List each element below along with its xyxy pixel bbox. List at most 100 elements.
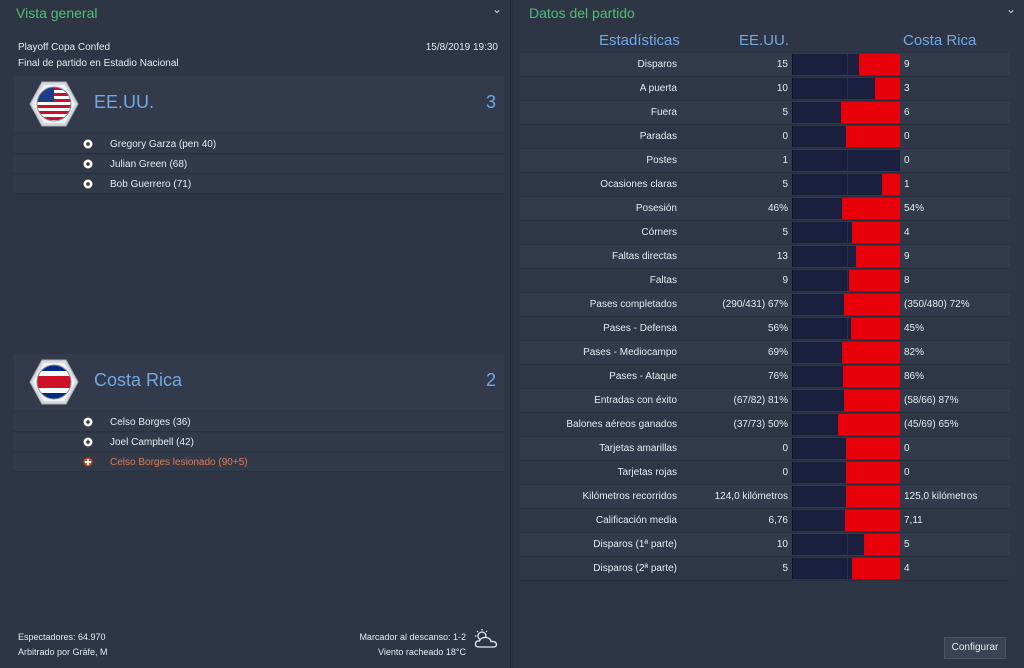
stats-table: Disparos 15 9 A puerta 10 3 Fuera 5 6 Paradas 0 0 Po… (520, 53, 1010, 581)
stat-away-bar-fill (852, 558, 900, 579)
home-team-score: 3 (485, 92, 496, 112)
stat-label: Pases completados (589, 299, 677, 310)
stat-home-value: 5 (782, 107, 788, 118)
stat-away-bar-fill (838, 414, 900, 435)
chevron-down-icon[interactable]: ⌄ (1005, 2, 1016, 16)
stat-away-value: (350/480) 72% (904, 299, 970, 310)
table-row: Tarjetas rojas 0 0 (520, 461, 1010, 485)
stat-home-value: 13 (776, 251, 788, 262)
event-text[interactable]: Julian Green (68) (110, 159, 188, 170)
stat-away-bar-fill (864, 534, 900, 555)
stat-home-value: 5 (782, 227, 788, 238)
stat-home-value: 15 (776, 59, 788, 70)
stat-comparison-bar (792, 174, 900, 195)
stat-home-value: (37/73) 50% (733, 419, 788, 430)
stats-header: Datos del partido ⌄ (513, 0, 1024, 26)
stat-comparison-bar (792, 102, 900, 123)
away-team-name[interactable]: Costa Rica (94, 370, 183, 390)
stat-comparison-bar (792, 462, 900, 483)
table-row: Tarjetas amarillas 0 0 (520, 437, 1010, 461)
injury-icon (83, 457, 93, 467)
table-row: Balones aéreos ganados (37/73) 50% (45/69)… (520, 413, 1010, 437)
stat-comparison-bar (792, 294, 900, 315)
referee: Arbitrado por Gräfe, M (18, 647, 108, 657)
overview-panel: Vista general ⌄ Playoff Copa Confed Fina… (0, 0, 511, 668)
stat-away-value: 125,0 kilómetros (904, 491, 978, 502)
stat-away-value: 0 (904, 155, 910, 166)
chevron-down-icon[interactable]: ⌄ (491, 2, 502, 16)
stat-home-value: 9 (782, 275, 788, 286)
table-row: Kilómetros recorridos 124,0 kilómetros 125… (520, 485, 1010, 509)
home-team-row[interactable]: EE.UU. 3 (14, 76, 504, 132)
event-text[interactable]: Celso Borges (36) (110, 417, 191, 428)
stat-home-value: 6,76 (768, 515, 788, 526)
bar-midline (847, 270, 848, 291)
football-icon (83, 179, 93, 189)
away-team-row[interactable]: Costa Rica 2 (14, 354, 504, 410)
halftime-score: Marcador al descanso: 1-2 (359, 632, 466, 642)
bar-midline (847, 78, 848, 99)
event-text[interactable]: Joel Campbell (42) (110, 437, 194, 448)
home-team-name[interactable]: EE.UU. (94, 92, 155, 112)
stat-home-value: (67/82) 81% (733, 395, 788, 406)
stat-away-value: 82% (904, 347, 925, 358)
stat-home-value: 10 (776, 83, 788, 94)
stat-home-value: 5 (782, 563, 788, 574)
stat-away-bar-fill (846, 486, 900, 507)
stat-away-value: 4 (904, 563, 910, 574)
stat-home-value: 5 (782, 179, 788, 190)
stat-label: Balones aéreos ganados (566, 419, 677, 430)
list-item: Celso Borges lesionado (90+5) (14, 453, 504, 472)
match-venue: Final de partido en Estadio Nacional (18, 58, 179, 69)
usa-flag-badge-icon (29, 81, 79, 127)
stat-home-value: (290/431) 67% (722, 299, 788, 310)
stat-home-value: 56% (767, 323, 788, 334)
table-row: A puerta 10 3 (520, 77, 1010, 101)
event-text[interactable]: Celso Borges lesionado (90+5) (110, 457, 248, 468)
stat-label: Fuera (650, 107, 677, 118)
table-row: Pases - Ataque 76% 86% (520, 365, 1010, 389)
costa-rica-flag-badge-icon (29, 359, 79, 405)
event-text[interactable]: Gregory Garza (pen 40) (110, 139, 217, 150)
stats-column-headers: Estadísticas EE.UU. Costa Rica (513, 32, 1024, 50)
bar-midline (847, 318, 848, 339)
football-icon (83, 417, 93, 427)
match-stats-panel: Datos del partido ⌄ Estadísticas EE.UU. … (513, 0, 1024, 668)
stat-comparison-bar (792, 150, 900, 171)
stat-away-value: 1 (904, 179, 910, 190)
stat-comparison-bar (792, 390, 900, 411)
stat-away-value: 9 (904, 59, 910, 70)
stat-away-value: 4 (904, 227, 910, 238)
stats-title: Datos del partido (529, 5, 635, 21)
stat-comparison-bar (792, 486, 900, 507)
stat-home-value: 0 (782, 131, 788, 142)
football-icon (83, 159, 93, 169)
home-events-list: Gregory Garza (pen 40) Julian Green (68)… (14, 135, 504, 195)
stat-away-value: 54% (904, 203, 925, 214)
configure-button[interactable]: Configurar (944, 637, 1006, 659)
stat-home-value: 124,0 kilómetros (714, 491, 788, 502)
stat-comparison-bar (792, 222, 900, 243)
stat-label: Entradas con éxito (594, 395, 677, 406)
stat-away-value: 6 (904, 107, 910, 118)
stat-away-value: 8 (904, 275, 910, 286)
stat-away-value: 0 (904, 131, 910, 142)
overview-header: Vista general ⌄ (0, 0, 510, 26)
stat-comparison-bar (792, 438, 900, 459)
list-item: Joel Campbell (42) (14, 433, 504, 452)
table-row: Faltas directas 13 9 (520, 245, 1010, 269)
attendance: Espectadores: 64.970 (18, 632, 106, 642)
stat-away-bar-fill (846, 438, 900, 459)
stat-away-bar-fill (851, 318, 900, 339)
stat-away-bar-fill (842, 342, 900, 363)
stat-home-value: 1 (782, 155, 788, 166)
stat-away-value: (45/69) 65% (904, 419, 959, 430)
stat-comparison-bar (792, 54, 900, 75)
header-away-team[interactable]: Costa Rica (903, 32, 977, 49)
table-row: Postes 1 0 (520, 149, 1010, 173)
event-text[interactable]: Bob Guerrero (71) (110, 179, 192, 190)
header-home-team[interactable]: EE.UU. (739, 32, 790, 49)
stat-away-bar-fill (882, 174, 900, 195)
stat-label: Ocasiones claras (600, 179, 677, 190)
stat-away-value: 7,11 (904, 515, 923, 526)
